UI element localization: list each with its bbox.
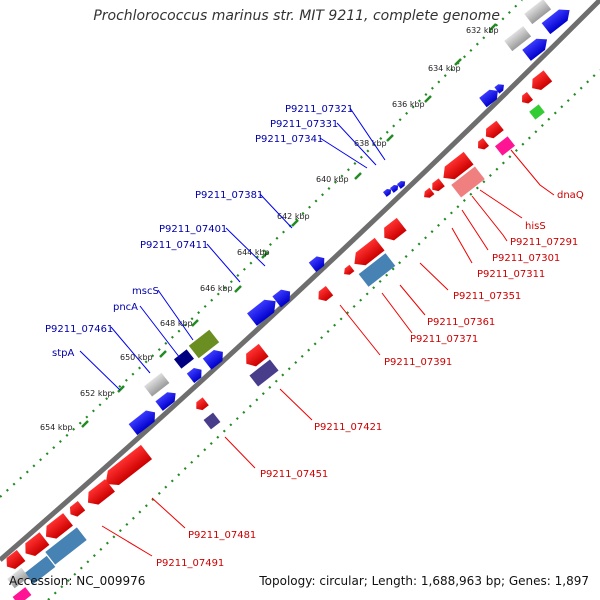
gene-blue: [247, 299, 276, 326]
kbp-tick-646: 646 kbp: [200, 284, 233, 293]
gene-label-P9211_07341[interactable]: P9211_07341: [255, 134, 323, 145]
gene-magenta: [495, 136, 515, 156]
gene-label-P9211_07301[interactable]: P9211_07301: [492, 253, 560, 264]
kbp-tick-648: 648 kbp: [160, 319, 193, 328]
gene-label-hisS[interactable]: hisS: [525, 221, 546, 232]
gene-label-P9211_07351[interactable]: P9211_07351: [453, 291, 521, 302]
gene-red: [522, 91, 534, 104]
gene-steelblue: [45, 527, 87, 565]
gene-blue: [186, 368, 202, 384]
gene-label-P9211_07411[interactable]: P9211_07411: [140, 240, 208, 251]
gene-blue: [383, 189, 392, 197]
gene-olive: [188, 329, 220, 359]
kbp-tick-638: 638 kbp: [354, 139, 387, 148]
gene-label-P9211_07451[interactable]: P9211_07451: [260, 469, 328, 480]
forward-strand-genes: [128, 0, 570, 436]
inner-dotted-track: [47, 69, 600, 600]
gene-red: [424, 187, 435, 198]
gene-red: [246, 343, 269, 367]
gene-blue: [494, 84, 504, 94]
gene-steelblue: [24, 555, 56, 585]
gene-label-P9211_07391[interactable]: P9211_07391: [384, 357, 452, 368]
gene-blue: [272, 289, 291, 308]
kbp-tick-632: 632 kbp: [466, 26, 499, 35]
gene-label-P9211_07481[interactable]: P9211_07481: [188, 530, 256, 541]
gene-magenta: [12, 587, 32, 600]
gene-red: [87, 479, 115, 505]
kbp-tick-654: 654 kbp: [40, 423, 73, 432]
kbp-tick-652: 652 kbp: [80, 389, 113, 398]
gene-label-pncA[interactable]: pncA: [113, 302, 138, 313]
gene-label-P9211_07491[interactable]: P9211_07491: [156, 558, 224, 569]
gene-label-P9211_07321[interactable]: P9211_07321: [285, 104, 353, 115]
gene-label-P9211_07401[interactable]: P9211_07401: [159, 224, 227, 235]
reverse-leader-lines: [101, 149, 555, 557]
gene-purple: [249, 359, 279, 387]
gene-label-stpA[interactable]: stpA: [52, 348, 74, 359]
gene-red: [318, 285, 334, 301]
kbp-tick-642: 642 kbp: [277, 212, 310, 221]
map-title: Prochlorococcus marinus str. MIT 9211, c…: [93, 8, 500, 24]
gene-red: [354, 237, 385, 266]
forward-gene-labels: P9211_07321 P9211_07331 P9211_07341 P921…: [45, 104, 353, 359]
gene-green: [529, 104, 545, 120]
gene-label-P9211_07371[interactable]: P9211_07371: [410, 334, 478, 345]
gene-gray: [7, 567, 29, 589]
gene-red: [384, 217, 407, 241]
gene-blue: [155, 392, 176, 411]
gene-blue: [541, 9, 570, 35]
gene-blue: [202, 350, 223, 370]
gene-red: [443, 151, 474, 180]
reverse-gene-labels: dnaQ hisS P9211_07291 P9211_07301 P9211_…: [156, 190, 584, 569]
gene-red: [45, 513, 73, 539]
gene-blue: [128, 410, 156, 436]
gene-blue: [390, 185, 399, 193]
gene-red: [432, 178, 445, 192]
kbp-tick-644: 644 kbp: [237, 248, 270, 257]
gene-label-P9211_07331[interactable]: P9211_07331: [270, 119, 338, 130]
gene-label-P9211_07311[interactable]: P9211_07311: [477, 269, 545, 280]
gene-red: [6, 549, 26, 569]
gene-steelblue: [358, 253, 396, 287]
gene-gray: [144, 372, 170, 397]
genome-backbone: [0, 0, 600, 562]
gene-purple: [203, 412, 221, 430]
gene-blue: [397, 181, 406, 189]
gene-label-P9211_07461[interactable]: P9211_07461: [45, 324, 113, 335]
gene-label-P9211_07421[interactable]: P9211_07421: [314, 422, 382, 433]
genome-summary-text: Topology: circular; Length: 1,688,963 bp…: [259, 574, 589, 588]
gene-label-mscS[interactable]: mscS: [132, 286, 159, 297]
gene-navy: [174, 349, 194, 369]
gene-label-dnaQ[interactable]: dnaQ: [557, 190, 584, 201]
gene-label-P9211_07291[interactable]: P9211_07291: [510, 237, 578, 248]
gene-blue: [522, 38, 548, 61]
kbp-tick-dashes: [81, 23, 497, 428]
gene-label-P9211_07381[interactable]: P9211_07381: [195, 190, 263, 201]
gene-blue: [479, 89, 498, 108]
kbp-tick-634: 634 kbp: [428, 64, 461, 73]
gene-red: [344, 264, 355, 275]
gene-red: [105, 444, 153, 485]
gene-pink: [451, 166, 485, 198]
gene-red: [478, 137, 490, 150]
gene-gray: [504, 26, 532, 52]
gene-red: [25, 532, 50, 556]
gene-gray: [524, 0, 552, 25]
kbp-tick-636: 636 kbp: [392, 100, 425, 109]
gene-red: [69, 500, 86, 517]
kbp-tick-640: 640 kbp: [316, 175, 349, 184]
gene-red: [485, 120, 504, 139]
forward-leader-lines: [79, 107, 386, 391]
gene-label-P9211_07361[interactable]: P9211_07361: [427, 317, 495, 328]
reverse-strand-genes: [6, 70, 553, 600]
gene-blue: [308, 256, 325, 273]
gene-red: [196, 397, 209, 411]
accession-text: Accession: NC_009976: [9, 574, 146, 588]
gene-red: [532, 70, 553, 90]
